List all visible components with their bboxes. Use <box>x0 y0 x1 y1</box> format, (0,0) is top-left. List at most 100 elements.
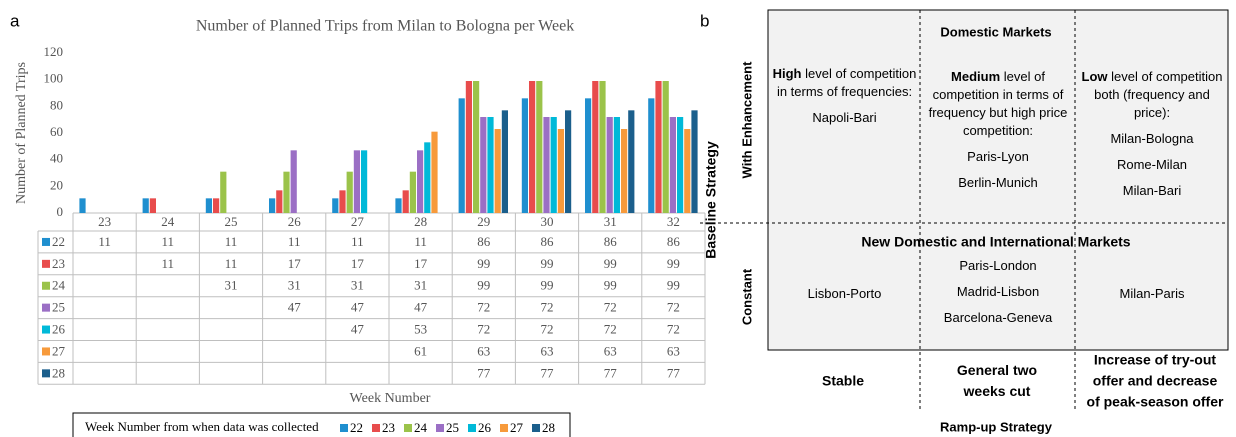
data-label: 47 <box>288 300 302 315</box>
y-tick-label: 60 <box>50 124 63 139</box>
legend-label: 25 <box>446 420 459 435</box>
data-label: 31 <box>225 278 238 293</box>
x-tick-label: 30 <box>541 214 554 229</box>
data-label: 99 <box>541 278 554 293</box>
bar <box>592 81 599 213</box>
column-label: offer and decrease <box>1093 373 1218 389</box>
bar <box>409 171 416 213</box>
bar <box>501 110 508 213</box>
bar <box>543 117 550 213</box>
bar <box>424 142 431 213</box>
legend-swatch <box>42 325 50 334</box>
x-tick-label: 27 <box>351 214 365 229</box>
data-label: 86 <box>667 234 681 249</box>
data-label: 99 <box>604 278 617 293</box>
legend-label: 24 <box>414 420 428 435</box>
cell-description: High level of competition in terms of fr… <box>772 65 917 101</box>
x-tick-label: 31 <box>604 214 617 229</box>
bar <box>346 171 353 213</box>
data-label: 77 <box>667 365 681 380</box>
bar <box>283 171 290 213</box>
bar <box>557 129 564 213</box>
bar <box>339 190 346 213</box>
data-label: 17 <box>414 256 428 271</box>
bar <box>353 150 360 213</box>
legend-swatch <box>42 259 50 268</box>
y-tick-label: 20 <box>50 177 63 192</box>
data-label: 86 <box>477 234 491 249</box>
data-label: 99 <box>477 278 490 293</box>
y-tick-label: 100 <box>44 71 64 86</box>
bar <box>648 98 655 213</box>
legend-box <box>72 412 571 437</box>
matrix-cell: Medium level of competition in terms of … <box>925 68 1071 192</box>
bar <box>621 129 628 213</box>
data-label: 31 <box>288 278 301 293</box>
bar <box>521 98 528 213</box>
market: Milan-Bologna <box>1110 131 1194 146</box>
bar <box>529 81 536 213</box>
bar <box>684 129 691 213</box>
legend-label: 25 <box>52 300 65 315</box>
legend-swatch <box>468 424 476 432</box>
data-label: 63 <box>667 343 680 358</box>
legend-label: 28 <box>52 365 65 380</box>
x-tick-label: 26 <box>288 214 302 229</box>
data-label: 11 <box>288 234 301 249</box>
bar <box>599 81 606 213</box>
y-axis-label: Baseline Strategy <box>703 141 719 259</box>
matrix-cell: Low level of competition both (frequency… <box>1079 68 1225 200</box>
x-tick-label: 25 <box>225 214 238 229</box>
data-label: 72 <box>477 300 490 315</box>
bar <box>628 110 635 213</box>
bar <box>402 190 409 213</box>
legend-swatch <box>532 424 540 432</box>
data-label: 47 <box>351 322 365 337</box>
data-label: 63 <box>477 343 490 358</box>
market: Paris-London <box>959 258 1037 273</box>
market: Napoli-Bari <box>812 110 877 125</box>
bar <box>465 81 472 213</box>
bar <box>276 190 283 213</box>
column-label: weeks cut <box>963 383 1031 399</box>
matrix-cell: High level of competition in terms of fr… <box>772 65 917 127</box>
legend-label: 22 <box>52 234 65 249</box>
description-text: level of competition in terms of frequen… <box>776 66 917 99</box>
market: Barcelona-Geneva <box>943 310 1053 325</box>
data-label: 53 <box>414 322 427 337</box>
data-label: 99 <box>477 256 490 271</box>
column-label: of peak-season offer <box>1087 394 1224 410</box>
legend-swatch <box>42 303 50 312</box>
data-label: 31 <box>414 278 427 293</box>
cell-description: Low level of competition both (frequency… <box>1079 68 1225 122</box>
bar <box>290 150 297 213</box>
data-label: 99 <box>541 256 554 271</box>
market: Milan-Bari <box>1122 183 1182 198</box>
section-header: New Domestic and International Markets <box>861 234 1130 250</box>
bar <box>205 198 212 213</box>
data-label: 99 <box>604 256 617 271</box>
legend-label: 26 <box>52 322 66 337</box>
bar <box>395 198 402 213</box>
bar <box>220 171 227 213</box>
data-label: 47 <box>351 300 365 315</box>
bar <box>431 131 438 213</box>
row-label: With Enhancement <box>739 61 754 179</box>
bar <box>550 117 557 213</box>
legend-swatch <box>500 424 508 432</box>
description-text: level of competition both (frequency and… <box>1094 69 1223 120</box>
data-label: 31 <box>351 278 364 293</box>
chart-title: Number of Planned Trips from Milan to Bo… <box>196 18 574 35</box>
panel-label: a <box>10 11 20 30</box>
row-label: Constant <box>739 268 754 325</box>
y-tick-label: 0 <box>57 204 64 219</box>
data-label: 11 <box>98 234 111 249</box>
data-label: 11 <box>225 256 238 271</box>
data-label: 99 <box>667 278 680 293</box>
data-label: 77 <box>604 365 618 380</box>
bar <box>494 129 501 213</box>
legend-title: Week Number from when data was collected <box>85 419 319 434</box>
legend-swatch <box>340 424 348 432</box>
